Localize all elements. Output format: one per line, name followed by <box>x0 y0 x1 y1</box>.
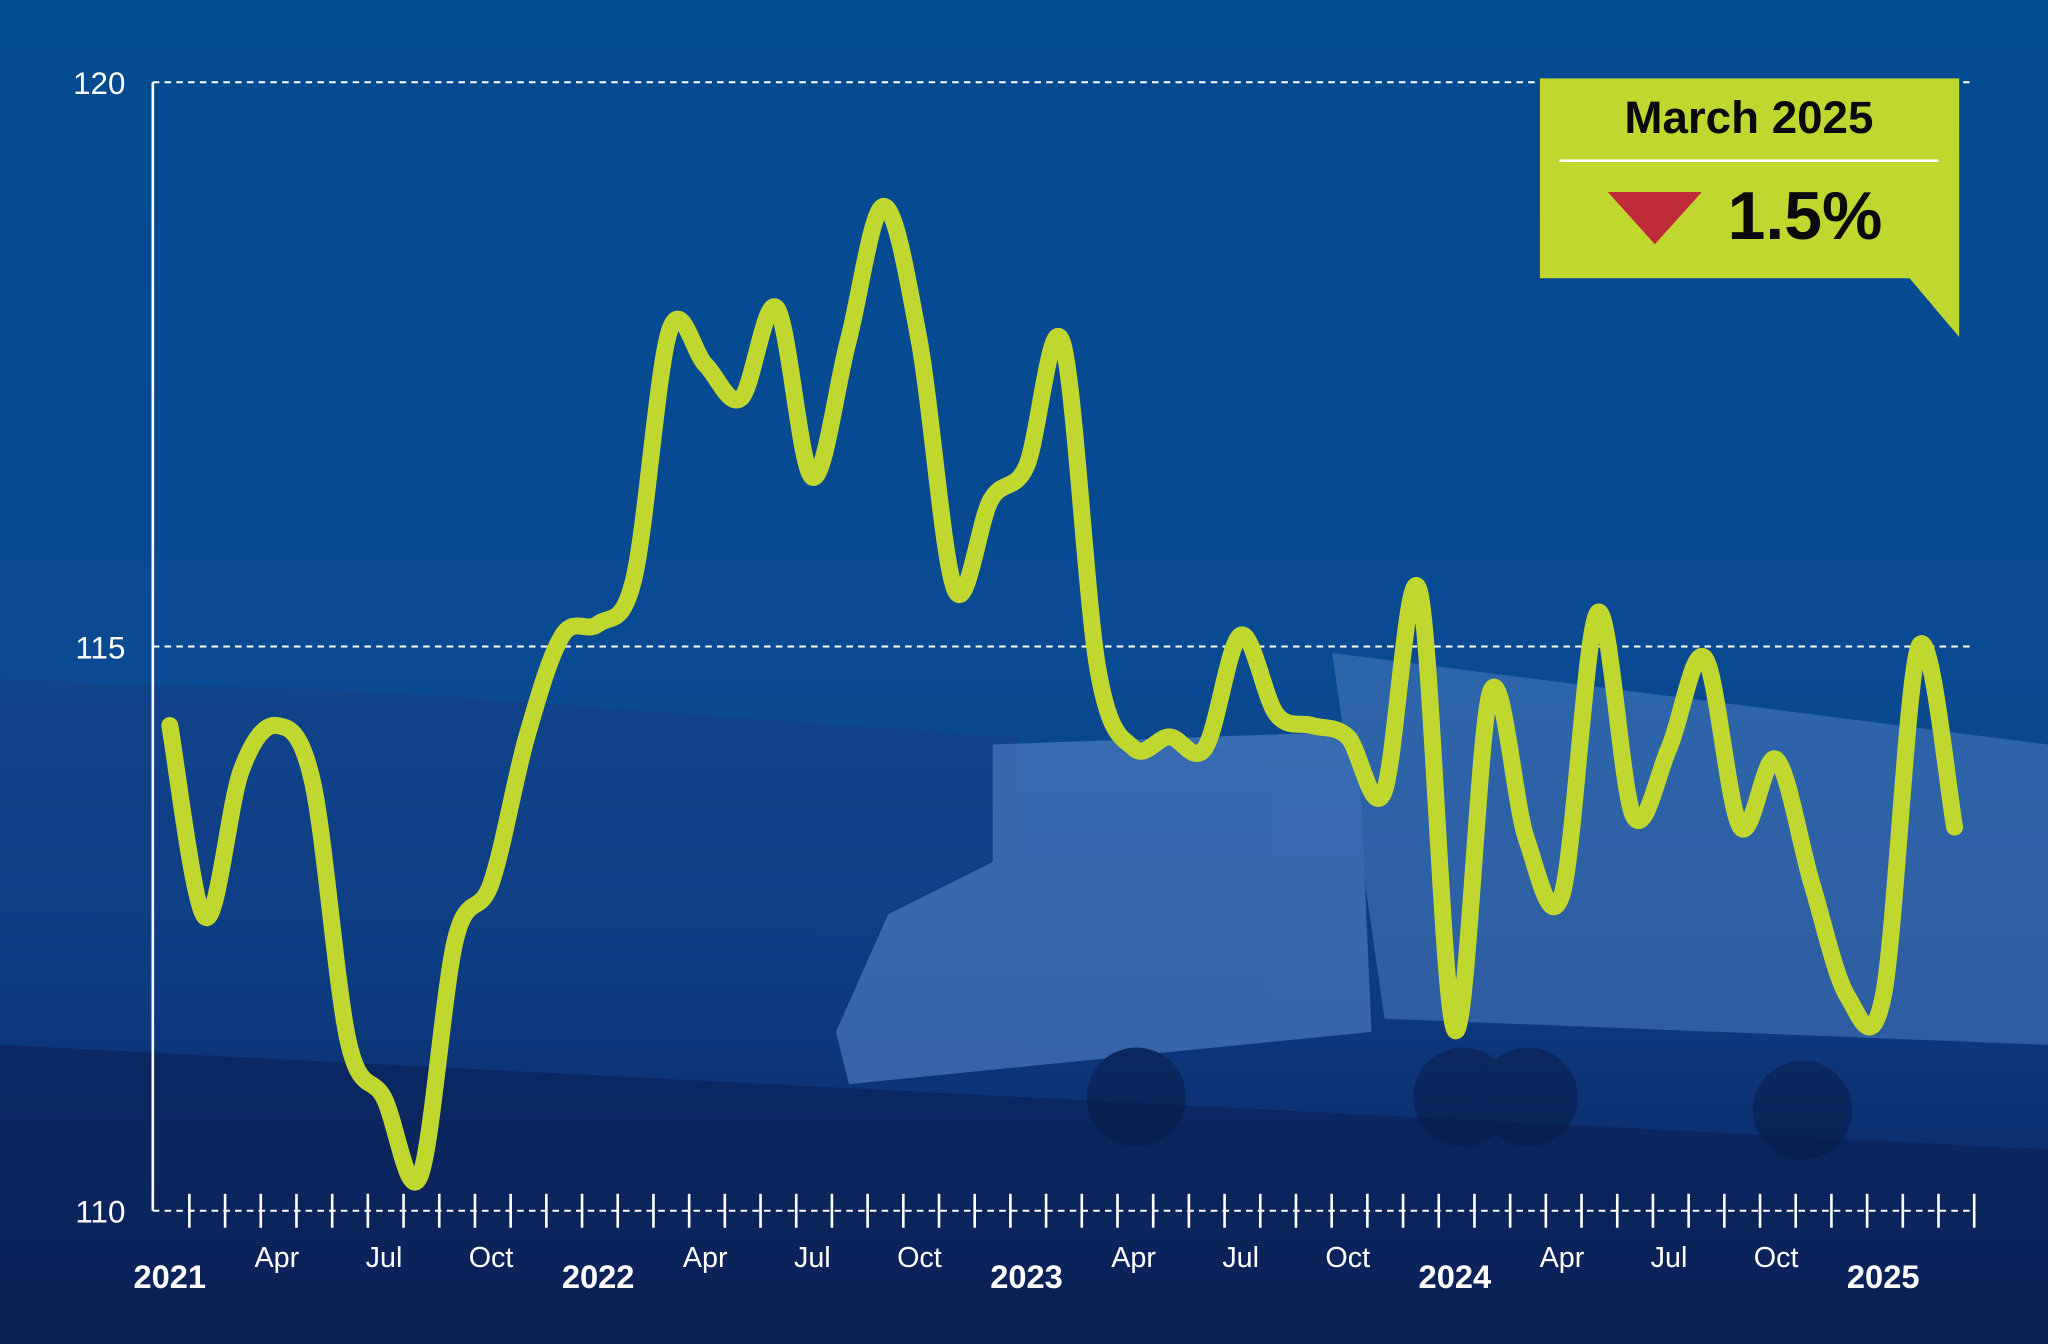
series-line-index <box>161 197 1964 1191</box>
x-axis-ticks <box>188 1193 1976 1228</box>
x-year-label: 2021 <box>133 1258 206 1295</box>
callout-box: March 2025 1.5% <box>1539 78 1960 337</box>
x-year-label: 2024 <box>1419 1258 1492 1295</box>
x-month-label: Jul <box>366 1242 403 1274</box>
x-month-label: Apr <box>255 1242 300 1274</box>
x-month-label: Oct <box>1754 1242 1799 1274</box>
x-month-label: Apr <box>1540 1242 1585 1274</box>
x-year-label: 2022 <box>562 1258 635 1295</box>
x-month-label: Oct <box>897 1242 942 1274</box>
callout-background <box>1539 78 1960 337</box>
callout-title: March 2025 <box>1624 92 1873 143</box>
x-year-label: 2025 <box>1847 1258 1920 1295</box>
y-tick-label: 110 <box>75 1195 125 1230</box>
x-month-label: Apr <box>683 1242 728 1274</box>
gridlines <box>152 81 1973 1212</box>
x-month-label: Jul <box>794 1242 831 1274</box>
y-tick-label: 120 <box>73 66 125 101</box>
y-tick-label: 115 <box>75 630 125 665</box>
x-year-label: 2023 <box>990 1258 1063 1295</box>
x-month-label: Jul <box>1651 1242 1688 1274</box>
x-axis-labels: 2021 2022 2023 2024 2025 Apr Jul Oct Apr Jul Oct Ap… <box>133 1242 1919 1295</box>
down-arrow-icon <box>1607 192 1702 245</box>
ground-silhouette <box>0 1044 2048 1344</box>
y-axis-ticks: 110 115 120 <box>73 66 125 1229</box>
x-month-label: Oct <box>469 1242 514 1274</box>
x-month-label: Jul <box>1222 1242 1259 1274</box>
x-month-label: Oct <box>1325 1242 1370 1274</box>
callout-change: 1.5% <box>1728 179 1883 254</box>
x-month-label: Apr <box>1111 1242 1156 1274</box>
